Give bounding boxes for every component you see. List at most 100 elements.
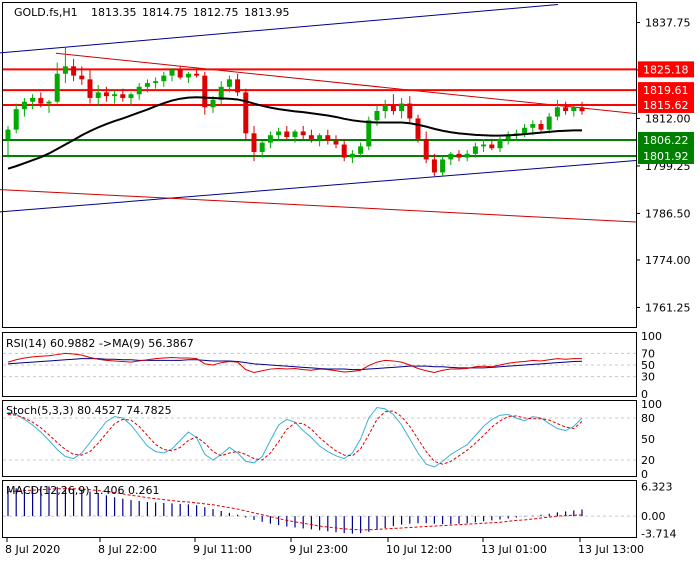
candle-bull	[95, 92, 101, 98]
candle-bull	[185, 73, 191, 78]
upper-channel-line	[0, 3, 559, 54]
candle-bull	[62, 66, 68, 74]
candle-bull	[366, 120, 372, 147]
candle-bull	[144, 83, 150, 87]
candle-bull	[522, 127, 528, 134]
candle-bear	[251, 133, 257, 152]
candle-bear	[284, 131, 290, 138]
candle-bull	[382, 105, 388, 111]
candle-bear	[415, 118, 421, 139]
candle-bull	[153, 81, 159, 84]
level-label-text: 1806.22	[643, 134, 689, 147]
level-label-box	[638, 147, 694, 164]
candle-bear	[423, 138, 429, 160]
rsi-panel-frame	[2, 332, 637, 397]
candle-bull	[128, 94, 134, 98]
time-axis-label: 13 Jul 13:00	[578, 543, 644, 556]
price-tick-label: 1786.50	[645, 207, 691, 220]
candle-bear	[177, 70, 183, 78]
candle-bear	[489, 144, 495, 149]
stoch-label: Stoch(5,3,3) 80.4527 74.7825	[6, 404, 172, 417]
candle-bull	[472, 146, 478, 154]
candle-bull	[136, 86, 142, 95]
candle-bear	[87, 79, 93, 98]
main-panel-frame	[2, 2, 637, 328]
moving-average-line	[7, 96, 582, 170]
macd-tick-label: 6.323	[641, 480, 673, 493]
candle-bull	[54, 73, 60, 102]
rsi-label: RSI(14) 60.9882 ->MA(9) 56.3867	[6, 337, 194, 350]
stoch-panel-frame	[2, 400, 637, 477]
chart-symbol-header: GOLD.fs,H1	[14, 6, 78, 19]
candle-bull	[161, 75, 167, 82]
candle-bear	[308, 135, 314, 139]
candle-bear	[71, 66, 77, 76]
rsi-ma-line	[7, 358, 583, 371]
level-label-text: 1815.62	[643, 99, 689, 112]
rsi-tick-label: 100	[641, 330, 662, 343]
rsi-tick-label: 70	[641, 347, 655, 360]
macd-tick-label: -3.714	[641, 528, 676, 541]
stoch-tick-label: 100	[641, 398, 662, 411]
candle-bull	[571, 107, 577, 111]
candle-bear	[456, 153, 462, 158]
candle-bull	[267, 135, 273, 143]
time-axis-label: 8 Jul 22:00	[98, 543, 157, 556]
candle-bull	[464, 153, 470, 158]
candle-bear	[333, 140, 339, 145]
candle-bear	[407, 103, 413, 119]
macd-tick-label: 0.00	[641, 510, 666, 523]
rsi-line	[7, 352, 582, 374]
candle-bull	[505, 135, 511, 139]
level-label-text: 1825.18	[643, 63, 689, 76]
candle-bear	[563, 107, 569, 111]
price-tick-label: 1774.00	[645, 254, 691, 267]
candle-bear	[325, 135, 331, 141]
stoch-tick-label: 80	[641, 412, 655, 425]
upper-red-diagonal-line	[55, 52, 637, 115]
candle-bear	[243, 92, 249, 134]
ohlc-close: 1813.95	[244, 6, 290, 19]
price-tick-label: 1761.25	[645, 301, 691, 314]
candle-bull	[210, 99, 216, 108]
candle-bull	[218, 86, 224, 100]
rsi-tick-label: 0	[641, 388, 648, 401]
time-axis-label: 9 Jul 11:00	[193, 543, 252, 556]
candle-bear	[390, 105, 396, 111]
level-label-text: 1801.92	[643, 150, 689, 163]
candle-bear	[120, 94, 126, 98]
candle-bull	[497, 138, 503, 149]
time-axis-label: 8 Jul 2020	[5, 543, 60, 556]
candle-bear	[341, 144, 347, 158]
lower-channel-line	[0, 160, 637, 213]
rsi-tick-label: 50	[641, 359, 655, 372]
candle-bull	[358, 146, 364, 154]
candle-bull	[317, 135, 323, 139]
level-label-box	[638, 61, 694, 78]
candle-bull	[374, 111, 380, 121]
lower-red-diagonal-line	[0, 189, 637, 223]
candle-bear	[579, 107, 585, 112]
candle-bull	[546, 116, 552, 130]
ohlc-high: 1814.75	[142, 6, 188, 19]
candle-bear	[79, 75, 85, 80]
candle-bull	[292, 131, 298, 138]
level-label-box	[638, 131, 694, 148]
stoch-tick-label: 20	[641, 454, 655, 467]
candle-bear	[103, 92, 109, 97]
price-tick-label: 1812.00	[645, 112, 691, 125]
candle-bear	[300, 131, 306, 136]
stoch-main-line	[7, 406, 583, 468]
price-tick-label: 1837.75	[645, 17, 691, 30]
candle-bull	[13, 109, 19, 130]
candle-bear	[235, 79, 241, 93]
time-axis-label: 9 Jul 23:00	[289, 543, 348, 556]
candle-bear	[202, 75, 208, 108]
candle-bull	[440, 159, 446, 173]
candle-bull	[226, 79, 232, 87]
candle-bear	[538, 124, 544, 130]
candle-bull	[481, 144, 487, 147]
candle-bull	[448, 153, 454, 160]
